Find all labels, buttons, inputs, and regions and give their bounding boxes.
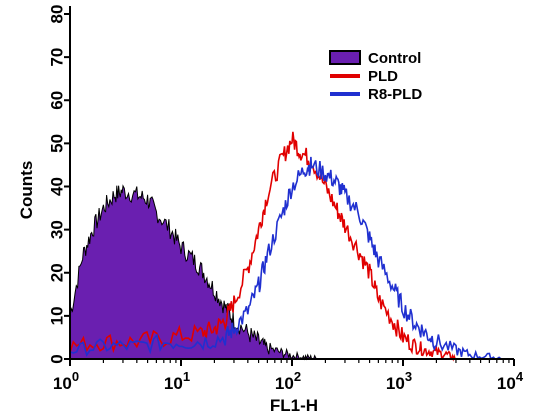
y-tick-label: 0 [48, 354, 67, 363]
x-tick-label: 101 [164, 369, 190, 393]
x-tick-exponent: 1 [183, 369, 190, 384]
x-tick-exponent: 0 [72, 369, 79, 384]
series-layer [70, 132, 503, 359]
y-tick-label: 70 [48, 48, 67, 67]
legend-label-pld: PLD [368, 68, 398, 85]
x-tick-label: 104 [497, 369, 524, 393]
x-axis-title: FL1-H [270, 396, 318, 415]
y-tick-label: 10 [48, 306, 67, 325]
legend-swatch-control [330, 51, 360, 64]
y-tick-label: 80 [48, 5, 67, 24]
y-tick-label: 20 [48, 263, 67, 282]
x-tick-exponent: 2 [294, 369, 301, 384]
y-tick-label: 40 [48, 177, 67, 196]
x-tick-exponent: 4 [516, 369, 524, 384]
legend-label-r8-pld: R8-PLD [368, 86, 422, 103]
x-tick-exponent: 3 [405, 369, 412, 384]
series-control-fill [70, 186, 325, 359]
y-axis-title: Counts [17, 161, 36, 220]
y-tick-label: 30 [48, 220, 67, 239]
legend-label-control: Control [368, 50, 421, 67]
x-tick-label: 103 [386, 369, 412, 393]
x-tick-label: 100 [53, 369, 79, 393]
y-tick-label: 50 [48, 134, 67, 153]
y-tick-label: 60 [48, 91, 67, 110]
x-tick-label: 102 [275, 369, 301, 393]
